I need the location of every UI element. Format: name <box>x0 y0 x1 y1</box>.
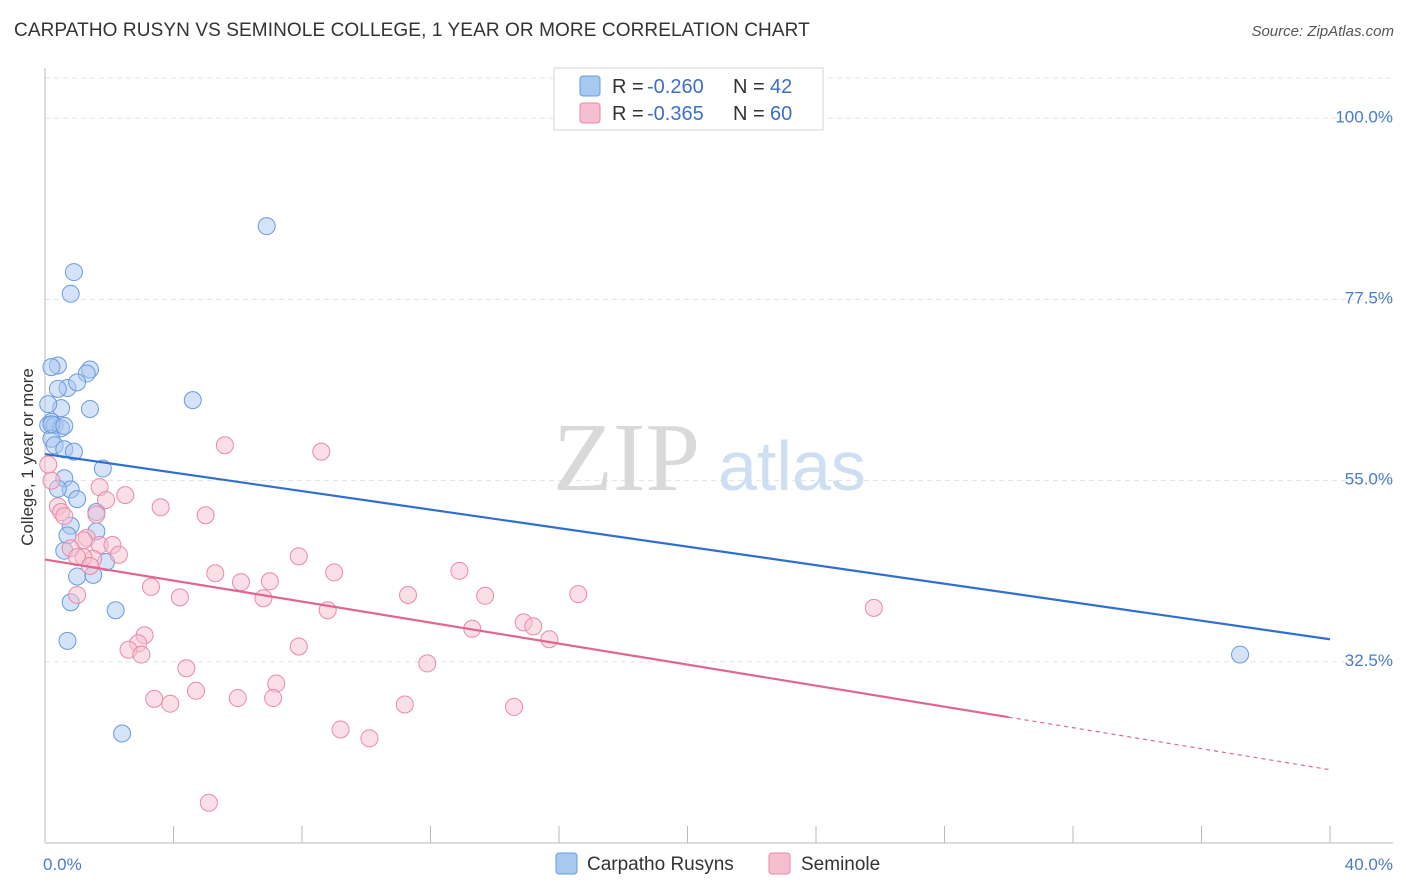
carpatho-rusyn-point <box>61 284 80 303</box>
carpatho-rusyn-point <box>68 490 87 509</box>
seminole-point <box>55 507 74 526</box>
data-points <box>39 217 1250 812</box>
legend-r-value: -0.365 <box>647 103 704 125</box>
carpatho-rusyn-point <box>183 391 202 410</box>
seminole-point <box>254 589 273 608</box>
seminole-point <box>505 697 524 716</box>
carpatho-rusyn-point <box>68 567 87 586</box>
seminole-point <box>206 564 225 583</box>
legend: R = -0.260 N = 42 R = -0.365 N = 60 <box>553 67 824 131</box>
carpatho-rusyn-point <box>93 459 112 478</box>
seminole-point <box>196 506 215 525</box>
carpatho-rusyn-trend-line <box>44 452 1331 641</box>
legend-r-label: R = <box>612 103 644 125</box>
seminole-point <box>97 490 116 509</box>
seminole-point <box>418 654 437 673</box>
carpatho-rusyn-point <box>113 724 132 743</box>
seminole-point <box>331 720 350 739</box>
seminole-point <box>864 598 883 617</box>
legend-n-value: 42 <box>770 76 792 98</box>
seminole-point <box>325 563 344 582</box>
seminole-point <box>109 545 128 564</box>
seminole-point <box>524 617 543 636</box>
carpatho-rusyn-point <box>64 442 83 461</box>
x-tick-label: 40.0% <box>1345 855 1393 874</box>
y-tick-label: 77.5% <box>1345 288 1393 307</box>
grid <box>45 77 1393 663</box>
y-axis-title: College, 1 year or more <box>18 368 37 546</box>
carpatho-rusyn-point <box>257 217 276 236</box>
seminole-point <box>395 695 414 714</box>
seminole-point <box>289 637 308 656</box>
legend-n-label: N = <box>733 76 765 98</box>
seminole-point <box>39 455 58 474</box>
seminole-point <box>289 547 308 566</box>
carpatho-rusyn-point <box>42 358 61 377</box>
legend-n-value: 60 <box>770 103 792 125</box>
seminole-point <box>264 689 283 708</box>
seminole-point <box>260 572 279 591</box>
seminole-point <box>87 505 106 524</box>
seminole-point <box>145 689 164 708</box>
carpatho-rusyn-point <box>55 416 74 435</box>
bottom-legend: Carpatho Rusyns Seminole <box>555 852 880 875</box>
chart-title: CARPATHO RUSYN VS SEMINOLE COLLEGE, 1 YE… <box>14 20 810 41</box>
seminole-point <box>170 588 189 607</box>
seminole-point <box>177 659 196 678</box>
legend-swatch-pink <box>579 102 601 124</box>
watermark: ZIP atlas <box>553 404 866 512</box>
seminole-trend-line <box>44 558 1009 719</box>
seminole-point <box>399 585 418 604</box>
carpatho-rusyn-point <box>68 373 87 392</box>
legend-swatch-blue <box>579 75 601 97</box>
seminole-point <box>228 689 247 708</box>
seminole-point <box>161 694 180 713</box>
carpatho-rusyn-point <box>58 631 77 650</box>
seminole-point <box>68 585 87 604</box>
x-tick-label: 0.0% <box>43 855 82 874</box>
seminole-point <box>116 486 135 505</box>
seminole-point <box>132 645 151 664</box>
seminole-point <box>540 630 559 649</box>
seminole-point <box>231 573 250 592</box>
x-tick-labels: 0.0% 40.0% <box>43 855 1393 874</box>
bottom-legend-swatch-blue <box>555 852 578 875</box>
seminole-point <box>312 442 331 461</box>
watermark-zip: ZIP <box>553 404 700 512</box>
seminole-point <box>450 561 469 580</box>
y-tick-label: 32.5% <box>1345 651 1393 670</box>
seminole-point <box>215 436 234 455</box>
carpatho-rusyn-point <box>106 601 125 620</box>
y-tick-label: 100.0% <box>1335 107 1393 126</box>
legend-r-value: -0.260 <box>647 76 704 98</box>
seminole-trend-line-extension <box>1008 716 1331 771</box>
bottom-legend-label: Seminole <box>801 854 880 875</box>
seminole-point <box>569 585 588 604</box>
seminole-point <box>360 729 379 748</box>
source-label: Source: ZipAtlas.com <box>1251 23 1394 40</box>
trend-lines <box>44 452 1331 771</box>
legend-n-label: N = <box>733 103 765 125</box>
legend-r-label: R = <box>612 76 644 98</box>
seminole-point <box>142 577 161 596</box>
carpatho-rusyn-point <box>39 395 58 414</box>
bottom-legend-swatch-pink <box>768 852 791 875</box>
carpatho-rusyn-point <box>64 263 83 282</box>
seminole-point <box>151 498 170 517</box>
watermark-atlas: atlas <box>718 427 866 505</box>
carpatho-rusyn-point <box>48 379 67 398</box>
y-tick-label: 55.0% <box>1345 470 1393 489</box>
seminole-point <box>476 586 495 605</box>
y-tick-labels: 32.5% 55.0% 77.5% 100.0% <box>1335 107 1393 670</box>
seminole-point <box>186 681 205 700</box>
carpatho-rusyn-point <box>80 399 99 418</box>
axes <box>44 68 1393 844</box>
seminole-point <box>42 471 61 490</box>
seminole-point <box>199 793 218 812</box>
carpatho-rusyn-point <box>1231 645 1250 664</box>
bottom-legend-label: Carpatho Rusyns <box>587 854 734 875</box>
